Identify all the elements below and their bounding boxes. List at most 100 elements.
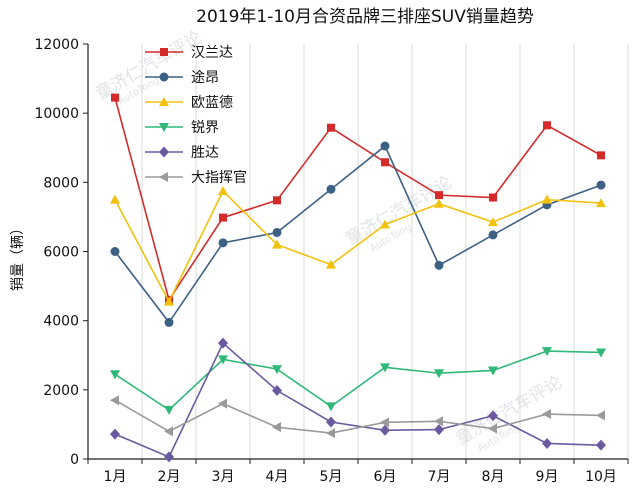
data-point <box>159 146 169 158</box>
data-point <box>488 230 498 240</box>
legend-item: 胜达 <box>145 145 219 161</box>
legend-label: 胜达 <box>191 145 219 161</box>
data-point <box>273 196 281 205</box>
data-point <box>434 424 444 436</box>
data-point <box>380 417 389 428</box>
y-ticks: 0 2000 4000 6000 8000 10000 12000 <box>34 37 88 468</box>
watermark-group: 童济仁汽车评论 AutoTong 童济仁汽车评论 AutoTong 童济仁汽车评… <box>93 28 566 455</box>
x-tick-label: 10月 <box>585 469 617 485</box>
data-point <box>218 238 228 248</box>
data-point <box>380 424 390 436</box>
data-point <box>488 410 498 422</box>
data-point <box>164 426 173 437</box>
data-point <box>110 247 120 256</box>
x-tick-label: 9月 <box>536 469 559 485</box>
watermark-text: 童济仁汽车评论 <box>93 28 206 105</box>
data-point <box>159 123 169 132</box>
data-point <box>381 158 389 167</box>
data-point <box>596 180 606 190</box>
data-point <box>272 365 282 375</box>
data-point <box>110 395 119 406</box>
data-point <box>164 405 174 415</box>
data-point <box>159 172 168 182</box>
data-point <box>435 191 443 200</box>
data-point <box>110 194 120 204</box>
y-tick-label: 8000 <box>43 175 79 191</box>
data-point <box>164 451 174 463</box>
legend-item: 欧蓝德 <box>145 95 233 111</box>
data-point <box>434 369 444 379</box>
data-point <box>159 97 169 106</box>
x-tick-label: 6月 <box>374 469 397 485</box>
data-point <box>110 370 120 380</box>
data-point <box>272 227 282 237</box>
x-tick-label: 5月 <box>320 469 343 485</box>
data-point <box>542 437 552 449</box>
x-tick-label: 8月 <box>482 469 505 485</box>
y-tick-label: 10000 <box>34 106 79 122</box>
data-point <box>326 402 336 412</box>
data-point <box>597 151 605 160</box>
data-point <box>326 259 336 269</box>
data-point <box>488 217 498 227</box>
series-group <box>110 93 606 463</box>
data-point <box>272 422 281 433</box>
data-point <box>164 317 174 327</box>
series-6 <box>110 395 605 439</box>
series-3 <box>110 185 606 306</box>
data-point <box>380 141 390 151</box>
data-point <box>488 423 497 434</box>
series-4 <box>110 347 606 415</box>
data-point <box>219 213 227 222</box>
y-tick-label: 12000 <box>34 37 79 53</box>
legend-label: 大指挥官 <box>191 170 247 186</box>
data-point <box>327 123 335 132</box>
data-point <box>434 416 443 427</box>
series-line <box>114 144 602 324</box>
data-point <box>380 219 390 229</box>
series-line <box>114 399 602 434</box>
legend-label: 汉兰达 <box>191 45 233 61</box>
y-tick-label: 6000 <box>43 245 79 261</box>
data-point <box>326 184 336 194</box>
x-tick-label: 3月 <box>212 469 235 485</box>
data-point <box>596 198 606 208</box>
data-point <box>596 410 605 421</box>
data-point <box>434 260 444 270</box>
data-point <box>489 193 497 202</box>
data-point <box>159 72 169 82</box>
series-5 <box>110 337 606 463</box>
series-line <box>114 189 602 304</box>
legend-label: 欧蓝德 <box>191 95 233 111</box>
data-point <box>380 363 390 373</box>
data-point <box>218 355 228 365</box>
legend-item: 汉兰达 <box>145 45 233 61</box>
y-axis-label: 销量（辆） <box>10 221 26 291</box>
series-line <box>114 350 602 411</box>
data-point <box>160 48 168 56</box>
data-point <box>272 385 282 397</box>
data-point <box>542 347 552 357</box>
data-point <box>488 366 498 376</box>
legend-label: 锐界 <box>191 120 219 136</box>
x-tick-label: 4月 <box>266 469 289 485</box>
x-tick-label: 7月 <box>428 469 451 485</box>
data-point <box>164 296 174 306</box>
data-point <box>434 198 444 208</box>
chart-title: 2019年1-10月合资品牌三排座SUV销量趋势 <box>196 7 534 27</box>
data-point <box>218 185 228 195</box>
series-2 <box>110 141 606 327</box>
data-point <box>596 348 606 358</box>
legend-item: 途昂 <box>145 69 219 86</box>
data-point <box>218 337 228 349</box>
series-line <box>114 341 602 458</box>
data-point <box>326 416 336 428</box>
legend-item: 锐界 <box>145 120 219 136</box>
data-point <box>542 409 551 420</box>
y-tick-label: 0 <box>70 452 79 468</box>
legend-item: 大指挥官 <box>145 170 247 186</box>
data-point <box>542 194 552 204</box>
